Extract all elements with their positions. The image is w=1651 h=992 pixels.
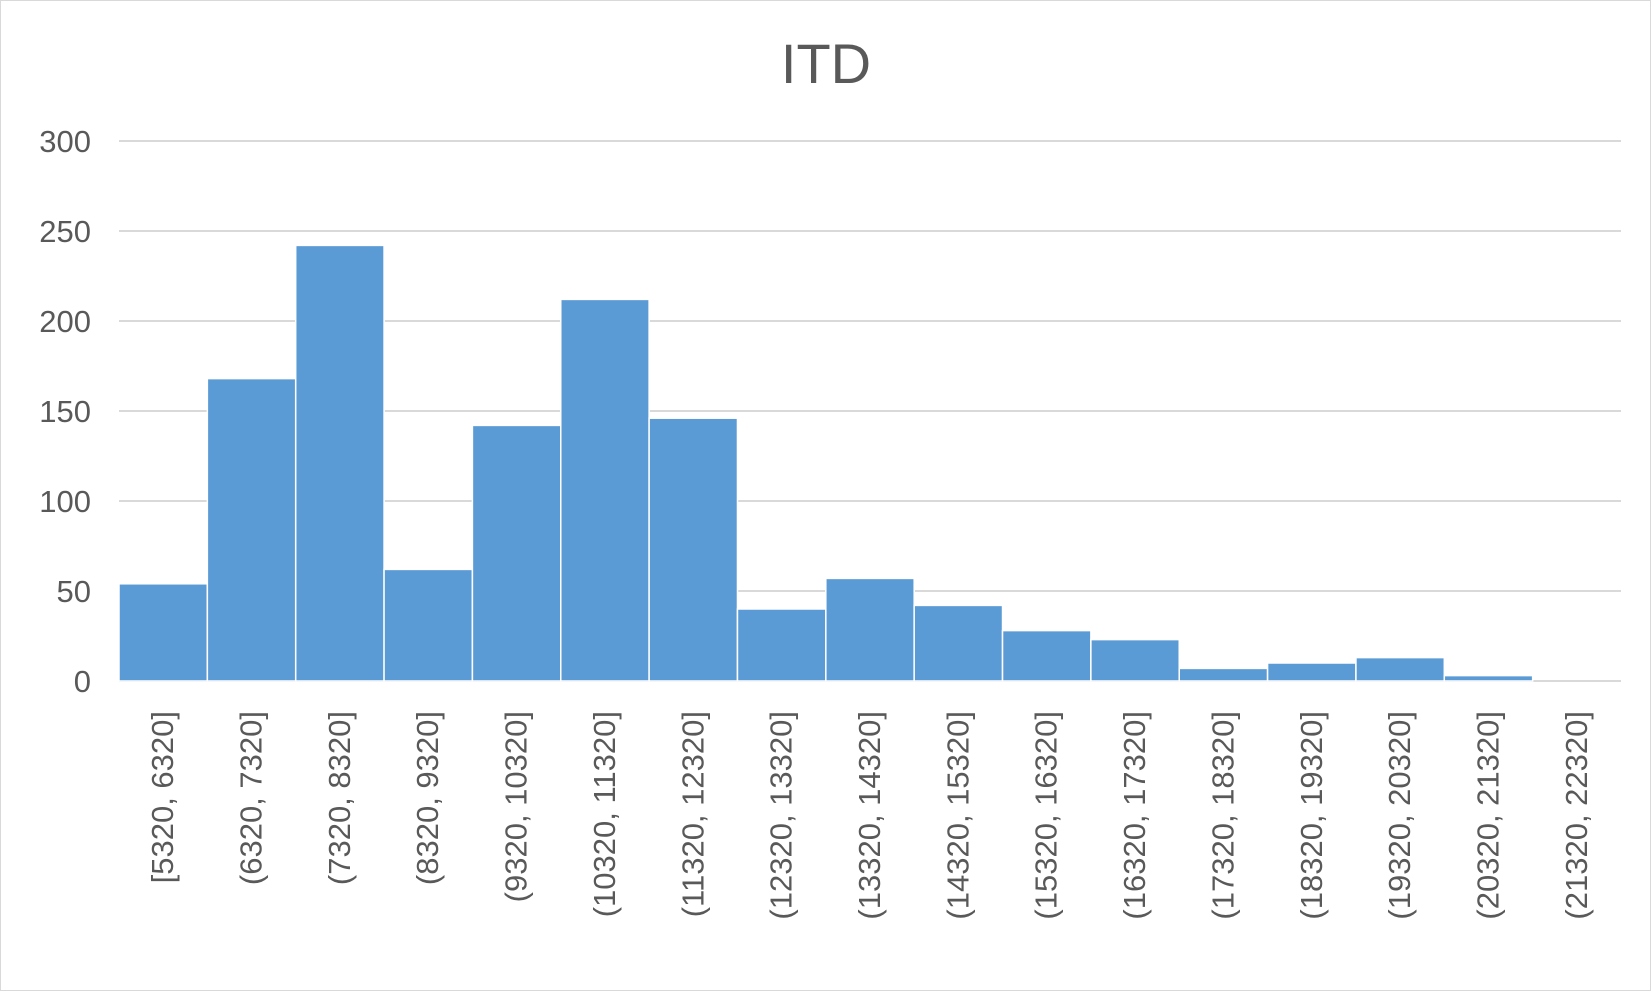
histogram-bar [383, 568, 474, 682]
histogram-bar [1001, 629, 1092, 682]
x-category-label: (19320, 20320] [1382, 711, 1417, 920]
y-tick-label: 250 [39, 214, 91, 249]
y-tick-label: 300 [39, 124, 91, 159]
x-category-label: (13320, 14320] [852, 711, 887, 920]
y-tick-label: 100 [39, 484, 91, 519]
x-category-label: (17320, 18320] [1205, 711, 1240, 920]
x-category-label: (14320, 15320] [940, 711, 975, 920]
x-category-label: (12320, 13320] [764, 711, 799, 920]
histogram-bar [1178, 667, 1269, 682]
histogram-bar [118, 583, 209, 682]
x-category-label: (15320, 16320] [1029, 711, 1064, 920]
y-tick-label: 150 [39, 394, 91, 429]
x-category-label: (18320, 19320] [1294, 711, 1329, 920]
histogram-bar [736, 608, 827, 682]
x-category-label: (9320, 10320] [499, 711, 534, 902]
histogram-bar [1443, 674, 1534, 682]
y-tick-label: 200 [39, 304, 91, 339]
chart-title: ITD [781, 32, 871, 95]
x-category-label: (7320, 8320] [322, 711, 357, 885]
x-category-label: (11320, 12320] [675, 711, 710, 917]
histogram-bar [206, 377, 297, 682]
x-category-label: (10320, 11320] [587, 711, 622, 917]
x-axis-category-labels: [5320, 6320] (6320, 7320] (7320, 8320] (832… [145, 711, 1594, 920]
histogram-bar [648, 417, 739, 682]
histogram-bar [560, 298, 650, 682]
histogram-bar [471, 424, 562, 682]
x-category-label: (21320, 22320] [1559, 711, 1594, 920]
y-tick-label: 50 [57, 574, 91, 609]
histogram-bar [1355, 656, 1446, 682]
y-tick-label: 0 [74, 664, 91, 699]
x-category-label: [5320, 6320] [145, 711, 180, 883]
x-category-label: (20320, 21320] [1470, 711, 1505, 920]
x-category-label: (16320, 17320] [1117, 711, 1152, 920]
y-axis-tick-labels: 0 50 100 150 200 250 300 [39, 124, 91, 699]
histogram-bar [913, 604, 1004, 682]
histogram-bar [294, 244, 385, 682]
bars [118, 244, 1534, 682]
histogram-bar [1090, 638, 1180, 682]
histogram-bar [1266, 662, 1357, 682]
x-category-label: (8320, 9320] [410, 711, 445, 885]
histogram-bar [825, 577, 915, 682]
x-category-label: (6320, 7320] [234, 711, 269, 885]
